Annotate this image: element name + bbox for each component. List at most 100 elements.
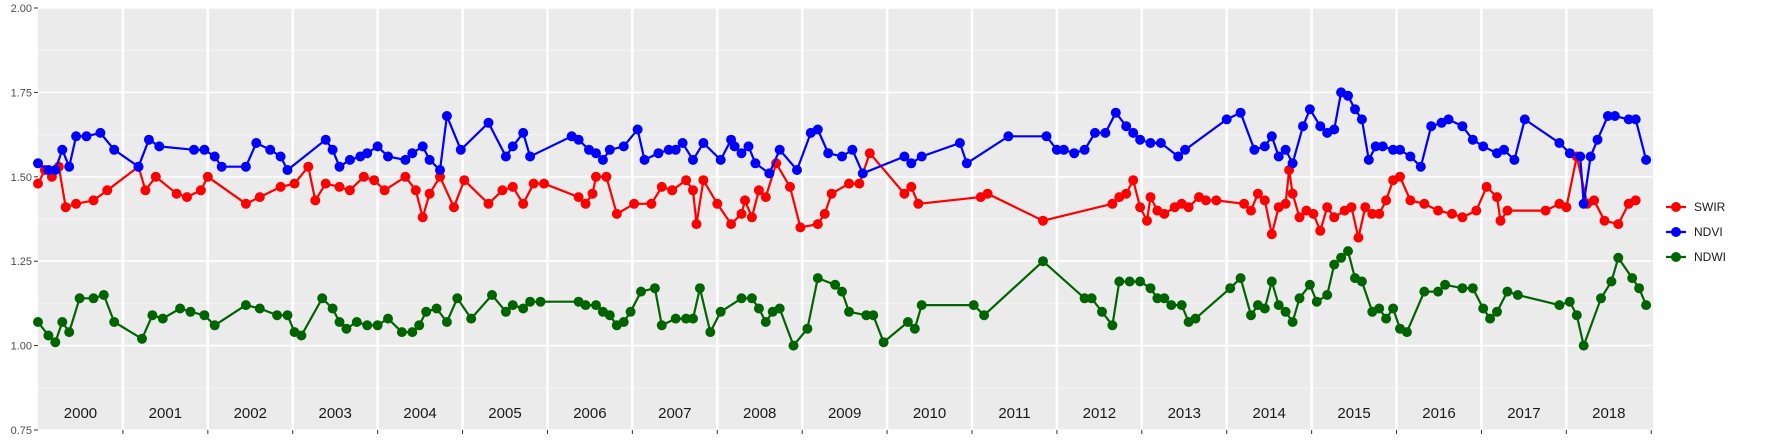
ndwi-point bbox=[774, 303, 785, 314]
ndwi-point bbox=[1564, 296, 1575, 307]
ndwi-point bbox=[1152, 293, 1163, 304]
swir-point bbox=[826, 188, 837, 199]
swir-point bbox=[746, 212, 757, 223]
ndvi-point bbox=[688, 154, 698, 165]
swir-point bbox=[497, 185, 508, 196]
legend-ndwi-label: NDWI bbox=[1694, 250, 1726, 264]
ndvi-point bbox=[383, 151, 393, 162]
ndwi-point bbox=[487, 290, 497, 300]
ndvi-point bbox=[1519, 114, 1530, 125]
swir-point bbox=[1561, 202, 1572, 213]
ndwi-point bbox=[209, 320, 220, 331]
ndwi-point bbox=[240, 300, 251, 311]
swir-point bbox=[1599, 215, 1610, 226]
swir-point bbox=[1492, 192, 1502, 203]
ndvi-point bbox=[736, 148, 747, 159]
ndwi-point bbox=[74, 293, 85, 304]
ndwi-point bbox=[649, 283, 660, 294]
ndvi-point bbox=[1121, 121, 1132, 132]
year-label: 2012 bbox=[1083, 405, 1116, 422]
year-label: 2013 bbox=[1168, 405, 1201, 422]
swir-point bbox=[580, 198, 591, 209]
swir-point bbox=[864, 148, 875, 159]
ndwi-point bbox=[452, 293, 463, 304]
ndwi-point bbox=[1225, 283, 1236, 294]
ndvi-point bbox=[1641, 154, 1652, 165]
ndvi-point bbox=[1426, 121, 1437, 132]
ndvi-point bbox=[95, 127, 106, 138]
swir-point bbox=[1360, 202, 1371, 213]
swir-point bbox=[646, 198, 657, 209]
swir-point bbox=[459, 175, 470, 186]
ndwi-point bbox=[656, 320, 667, 331]
swir-point bbox=[1128, 175, 1139, 186]
ndvi-point bbox=[604, 144, 615, 155]
swir-point bbox=[1287, 188, 1298, 199]
ndvi-point bbox=[729, 141, 740, 152]
ndwi-point bbox=[1641, 300, 1652, 311]
ndwi-point bbox=[64, 327, 75, 338]
year-label: 2006 bbox=[573, 405, 606, 422]
ndwi-point bbox=[625, 306, 636, 317]
ndvi-point bbox=[71, 131, 82, 142]
swir-point bbox=[1353, 232, 1364, 243]
ndvi-point bbox=[1405, 151, 1416, 162]
ndvi-point bbox=[1058, 144, 1069, 155]
swir-point bbox=[1495, 215, 1506, 226]
y-tick-label: 0.75 bbox=[11, 425, 32, 437]
ndvi-point bbox=[1457, 121, 1468, 132]
swir-point bbox=[410, 185, 421, 196]
ndvi-point bbox=[1467, 134, 1478, 145]
ndvi-point bbox=[812, 124, 823, 135]
ndvi-point bbox=[525, 151, 536, 162]
ndwi-point bbox=[604, 310, 615, 321]
ndvi-point bbox=[441, 111, 452, 121]
ndwi-point bbox=[296, 330, 307, 341]
swir-point bbox=[712, 198, 723, 209]
ndvi-point bbox=[1377, 141, 1388, 152]
year-labels: 2000 2001 2002 2003 2004 2005 2006 2007 2008 2009… bbox=[64, 405, 1626, 422]
swir-point bbox=[906, 181, 917, 192]
swir-point bbox=[254, 192, 265, 203]
swir-point bbox=[182, 192, 192, 203]
ndwi-point bbox=[1038, 256, 1048, 267]
ndwi-point bbox=[1502, 286, 1513, 297]
swir-point bbox=[740, 195, 750, 206]
swir-point bbox=[1471, 205, 1482, 216]
ndwi-point bbox=[694, 283, 705, 294]
swir-point bbox=[379, 185, 390, 196]
year-label: 2000 bbox=[64, 405, 97, 422]
year-label: 2001 bbox=[149, 405, 182, 422]
swir-point bbox=[1315, 225, 1326, 236]
ndvi-point bbox=[1630, 114, 1641, 125]
ndvi-point bbox=[143, 134, 154, 145]
ndvi-point bbox=[1478, 141, 1489, 152]
ndwi-point bbox=[1634, 283, 1645, 294]
year-label: 2016 bbox=[1422, 405, 1455, 422]
swir-point bbox=[195, 185, 206, 196]
ndvi-point bbox=[764, 168, 775, 179]
ndwi-point bbox=[50, 337, 61, 348]
swir-point bbox=[601, 171, 612, 182]
ndwi-point bbox=[591, 300, 601, 311]
ndvi-point bbox=[199, 144, 210, 155]
ndvi-point bbox=[1090, 127, 1100, 138]
ndwi-point bbox=[746, 293, 757, 304]
swir-point bbox=[753, 185, 764, 196]
ndvi-point bbox=[1003, 131, 1014, 142]
swir-point bbox=[1395, 171, 1405, 182]
year-label: 2008 bbox=[743, 405, 776, 422]
ndwi-point bbox=[1578, 340, 1589, 351]
ndvi-point bbox=[518, 127, 529, 138]
ndvi-point bbox=[1554, 138, 1565, 148]
ndwi-point bbox=[812, 273, 823, 284]
ndwi-point bbox=[1311, 296, 1322, 307]
ndwi-point bbox=[1273, 300, 1284, 311]
ndwi-point bbox=[1596, 293, 1606, 304]
y-axis: 0.75 1.00 1.25 1.50 1.75 2.00 bbox=[11, 3, 38, 437]
year-label: 2010 bbox=[913, 405, 946, 422]
swir-point bbox=[587, 188, 598, 199]
swir-point bbox=[1145, 192, 1156, 203]
swir-point bbox=[1266, 229, 1277, 240]
swir-point bbox=[60, 202, 71, 213]
